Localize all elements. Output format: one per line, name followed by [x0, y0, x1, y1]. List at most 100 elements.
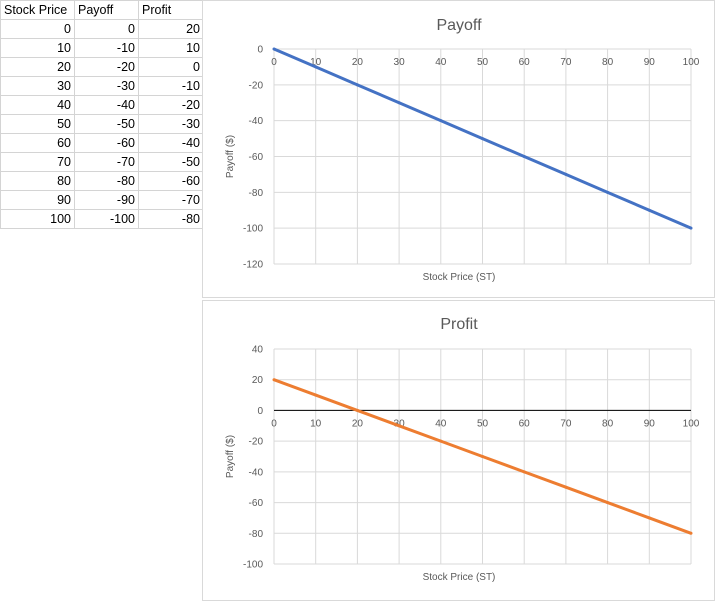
profit-chart[interactable]: Profit 40 20 0 -20 -40 -60 -80 -100 0 10 20 30 40 50 60… — [202, 300, 715, 601]
table-cell[interactable]: 0 — [74, 19, 139, 39]
table-cell[interactable]: -60 — [74, 133, 139, 153]
y-tick-label: -80 — [249, 188, 264, 199]
data-point — [606, 501, 610, 505]
table-row: 10 -10 10 — [0, 38, 204, 58]
payoff-chart-svg: Payoff 0 -20 -40 -60 -80 -100 -120 0 10 20 30 40 50 60… — [225, 17, 700, 283]
data-point — [355, 408, 359, 412]
data-point — [522, 155, 526, 158]
x-tick-label: 80 — [602, 57, 614, 68]
x-tick-label: 80 — [602, 418, 614, 429]
table-cell[interactable]: 10 — [0, 38, 75, 58]
table-header-row: Stock Price Payoff Profit — [0, 0, 204, 20]
table-cell[interactable]: 20 — [0, 57, 75, 77]
table-cell[interactable]: -30 — [74, 76, 139, 96]
profit-chart-svg: Profit 40 20 0 -20 -40 -60 -80 -100 0 10 20 30 40 50 60… — [225, 316, 700, 583]
table-cell[interactable]: 80 — [0, 171, 75, 191]
x-axis-title: Stock Price (ST) — [423, 272, 496, 283]
payoff-chart[interactable]: Payoff 0 -20 -40 -60 -80 -100 -120 0 10 20 30 40 50 60… — [202, 0, 715, 298]
table-row: 70 -70 -50 — [0, 152, 204, 172]
y-axis-title: Payoff ($) — [225, 435, 236, 478]
y-tick-label: -80 — [249, 529, 264, 540]
x-tick-label: 40 — [435, 57, 447, 68]
data-point — [272, 47, 276, 51]
table-cell[interactable]: 60 — [0, 133, 75, 153]
table-cell[interactable]: -30 — [138, 114, 204, 134]
table-cell[interactable]: -90 — [74, 190, 139, 210]
table-cell[interactable]: -80 — [74, 171, 139, 191]
table-row: 40 -40 -20 — [0, 95, 204, 115]
x-tick-label: 10 — [310, 57, 322, 68]
table-cell[interactable]: -40 — [74, 95, 139, 115]
y-tick-label: -40 — [249, 467, 264, 478]
table-cell[interactable]: -10 — [138, 76, 204, 96]
table-cell[interactable]: 0 — [138, 57, 204, 77]
table-cell[interactable]: 30 — [0, 76, 75, 96]
table-cell[interactable]: 70 — [0, 152, 75, 172]
y-tick-label: 0 — [257, 45, 263, 56]
chart-title: Profit — [440, 316, 478, 333]
data-point — [397, 424, 401, 428]
table-cell[interactable]: -80 — [138, 209, 204, 229]
table-cell[interactable]: -20 — [138, 95, 204, 115]
x-tick-label: 20 — [352, 57, 364, 68]
x-tick-label: 70 — [560, 57, 572, 68]
table-cell[interactable]: -50 — [138, 152, 204, 172]
y-tick-label: -20 — [249, 437, 264, 448]
x-tick-label: 100 — [683, 57, 700, 68]
table-cell[interactable]: 10 — [138, 38, 204, 58]
data-point — [314, 65, 318, 69]
data-point — [397, 101, 401, 105]
table-row: 20 -20 0 — [0, 57, 204, 77]
y-tick-label: -120 — [243, 260, 263, 271]
table-cell[interactable]: 40 — [0, 95, 75, 115]
table-cell[interactable]: 90 — [0, 190, 75, 210]
x-tick-label: 90 — [644, 418, 656, 429]
data-point — [564, 172, 568, 176]
y-tick-label: -40 — [249, 116, 264, 127]
x-tick-label: 10 — [310, 418, 322, 429]
y-tick-label: 0 — [257, 406, 263, 417]
table-cell[interactable]: 50 — [0, 114, 75, 134]
y-tick-label: -60 — [249, 152, 264, 163]
x-tick-label: 40 — [435, 418, 447, 429]
y-tick-label: -60 — [249, 498, 264, 509]
table-cell[interactable]: -100 — [74, 209, 139, 229]
table-cell[interactable]: 20 — [138, 19, 204, 39]
y-tick-label: -100 — [243, 560, 263, 571]
x-tick-label: 50 — [477, 57, 489, 68]
column-header[interactable]: Stock Price — [0, 0, 75, 20]
table-cell[interactable]: 0 — [0, 19, 75, 39]
table-row: 50 -50 -30 — [0, 114, 204, 134]
table-cell[interactable]: -50 — [74, 114, 139, 134]
table-row: 90 -90 -70 — [0, 190, 204, 210]
x-tick-label: 30 — [394, 418, 406, 429]
y-tick-label: 20 — [252, 375, 264, 386]
table-cell[interactable]: -20 — [74, 57, 139, 77]
table-row: 0 0 20 — [0, 19, 204, 39]
table-cell[interactable]: -10 — [74, 38, 139, 58]
table-cell[interactable]: 100 — [0, 209, 75, 229]
table-cell[interactable]: -60 — [138, 171, 204, 191]
x-tick-label: 60 — [519, 57, 531, 68]
x-tick-label: 90 — [644, 57, 656, 68]
table-cell[interactable]: -70 — [138, 190, 204, 210]
data-point — [439, 119, 443, 123]
table-cell[interactable]: -40 — [138, 133, 204, 153]
table-cell[interactable]: -70 — [74, 152, 139, 172]
table-row: 60 -60 -40 — [0, 133, 204, 153]
data-point — [522, 470, 526, 474]
column-header[interactable]: Payoff — [74, 0, 139, 20]
data-point — [647, 208, 651, 212]
x-tick-label: 50 — [477, 418, 489, 429]
x-tick-label: 30 — [394, 57, 406, 68]
column-header[interactable]: Profit — [138, 0, 204, 20]
x-tick-label: 70 — [560, 418, 572, 429]
data-point — [647, 516, 651, 520]
x-axis-title: Stock Price (ST) — [423, 572, 496, 583]
data-point — [272, 378, 276, 382]
data-point — [564, 485, 568, 489]
data-point — [439, 439, 443, 443]
data-point — [689, 531, 693, 535]
y-tick-label: -20 — [249, 80, 264, 91]
